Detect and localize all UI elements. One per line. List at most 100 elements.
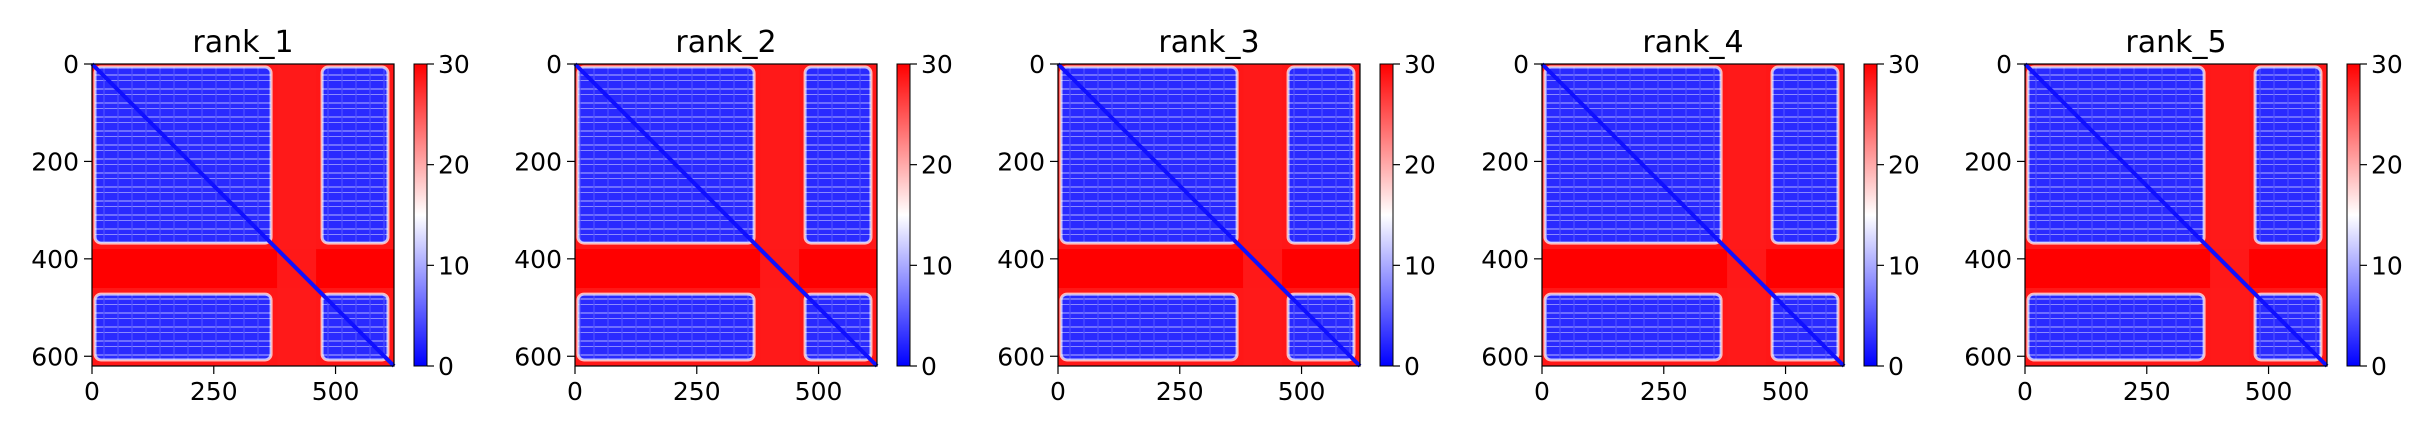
x-tick-label: 500	[1762, 377, 1810, 406]
colorbar-tick-label: 30	[921, 50, 953, 79]
block-b-a-edge	[1543, 292, 1723, 362]
axes-frame	[574, 63, 878, 367]
colorbar	[1380, 64, 1393, 366]
block-b-a	[1061, 294, 1238, 360]
colorbar-tick-label: 10	[2371, 251, 2403, 280]
colorbar	[897, 64, 910, 366]
y-tick-label: 400	[31, 245, 79, 274]
block-b-a	[1545, 294, 1722, 360]
y-tick-label: 0	[546, 50, 562, 79]
block-b-b-edge	[803, 292, 873, 362]
x-tick-label: 0	[84, 377, 100, 406]
linker-band-horizontal	[1058, 249, 1360, 289]
diagonal-line	[1540, 62, 1846, 368]
colorbar-tick-label: 20	[2371, 151, 2403, 180]
colorbar-tick-label: 30	[1888, 50, 1920, 79]
colorbar-tick-label: 20	[1404, 151, 1436, 180]
colorbar-tick-label: 30	[438, 50, 470, 79]
block-b-b-edge	[1286, 292, 1356, 362]
linker-band-vertical	[760, 64, 800, 366]
y-tick-label: 200	[1481, 147, 1529, 176]
block-b-b-edge	[1770, 292, 1840, 362]
colorbar-tick-label: 0	[1404, 352, 1420, 381]
block-a-b-edge	[803, 65, 873, 245]
x-tick-label: 0	[1050, 377, 1066, 406]
linker-band-vertical	[2210, 64, 2250, 366]
x-tick-label: 250	[2123, 377, 2171, 406]
block-a-a-edge	[1059, 65, 1239, 245]
y-tick-label: 400	[1481, 245, 1529, 274]
y-tick-label: 600	[514, 342, 562, 371]
colorbar-tick-label: 30	[1404, 50, 1436, 79]
panel-title: rank_2	[675, 25, 776, 60]
linker-band-vertical	[1727, 64, 1767, 366]
diagonal-line	[90, 62, 396, 368]
linker-band-vertical	[1243, 64, 1283, 366]
colorbar-tick-label: 20	[438, 151, 470, 180]
y-tick-label: 600	[997, 342, 1045, 371]
block-b-a	[2028, 294, 2205, 360]
linker-band-horizontal	[575, 249, 877, 289]
x-tick-label: 500	[795, 377, 843, 406]
panel-title: rank_4	[1642, 25, 1743, 60]
block-a-a-edge	[1543, 65, 1723, 245]
block-a-b	[322, 67, 388, 244]
y-tick-label: 200	[1964, 147, 2012, 176]
y-tick-label: 400	[997, 245, 1045, 274]
colorbar	[2347, 64, 2360, 366]
axes-frame	[1541, 63, 1845, 367]
block-b-a	[95, 294, 272, 360]
linker-band-horizontal	[2025, 249, 2327, 289]
y-tick-label: 0	[1029, 50, 1045, 79]
block-b-a-edge	[2026, 292, 2206, 362]
panel-title: rank_1	[192, 25, 293, 60]
y-tick-label: 600	[1481, 342, 1529, 371]
y-tick-label: 400	[514, 245, 562, 274]
block-a-b	[1288, 67, 1354, 244]
diagonal-line	[573, 62, 879, 368]
y-tick-label: 0	[1513, 50, 1529, 79]
axes-frame	[1057, 63, 1361, 367]
colorbar	[414, 64, 427, 366]
block-a-b	[805, 67, 871, 244]
y-tick-label: 200	[31, 147, 79, 176]
diagonal-line	[2023, 62, 2329, 368]
panel-title: rank_5	[2125, 25, 2226, 60]
linker-band-horizontal	[1542, 249, 1844, 289]
block-b-b-edge	[2253, 292, 2323, 362]
x-tick-label: 250	[1156, 377, 1204, 406]
panel-title: rank_3	[1158, 25, 1259, 60]
colorbar-tick-label: 10	[921, 251, 953, 280]
block-a-a-edge	[576, 65, 756, 245]
y-tick-label: 200	[514, 147, 562, 176]
x-tick-label: 250	[190, 377, 238, 406]
block-a-b	[2255, 67, 2321, 244]
linker-band-horizontal	[92, 249, 394, 289]
colorbar-tick-label: 20	[921, 151, 953, 180]
block-a-b	[1772, 67, 1838, 244]
colorbar-tick-label: 10	[438, 251, 470, 280]
block-b-a	[578, 294, 755, 360]
x-tick-label: 0	[1534, 377, 1550, 406]
x-tick-label: 500	[2245, 377, 2293, 406]
block-a-b-edge	[1286, 65, 1356, 245]
y-tick-label: 0	[1996, 50, 2012, 79]
linker-band-vertical	[277, 64, 317, 366]
colorbar-tick-label: 0	[438, 352, 454, 381]
diagonal-line	[1056, 62, 1362, 368]
colorbar-tick-label: 10	[1404, 251, 1436, 280]
block-a-b-edge	[320, 65, 390, 245]
y-tick-label: 600	[31, 342, 79, 371]
colorbar-tick-label: 0	[921, 352, 937, 381]
axes-frame	[91, 63, 395, 367]
colorbar-frame	[2346, 63, 2361, 367]
block-a-b-edge	[1770, 65, 1840, 245]
axes-frame	[2024, 63, 2328, 367]
x-tick-label: 0	[567, 377, 583, 406]
block-a-a-edge	[93, 65, 273, 245]
block-b-b-edge	[320, 292, 390, 362]
